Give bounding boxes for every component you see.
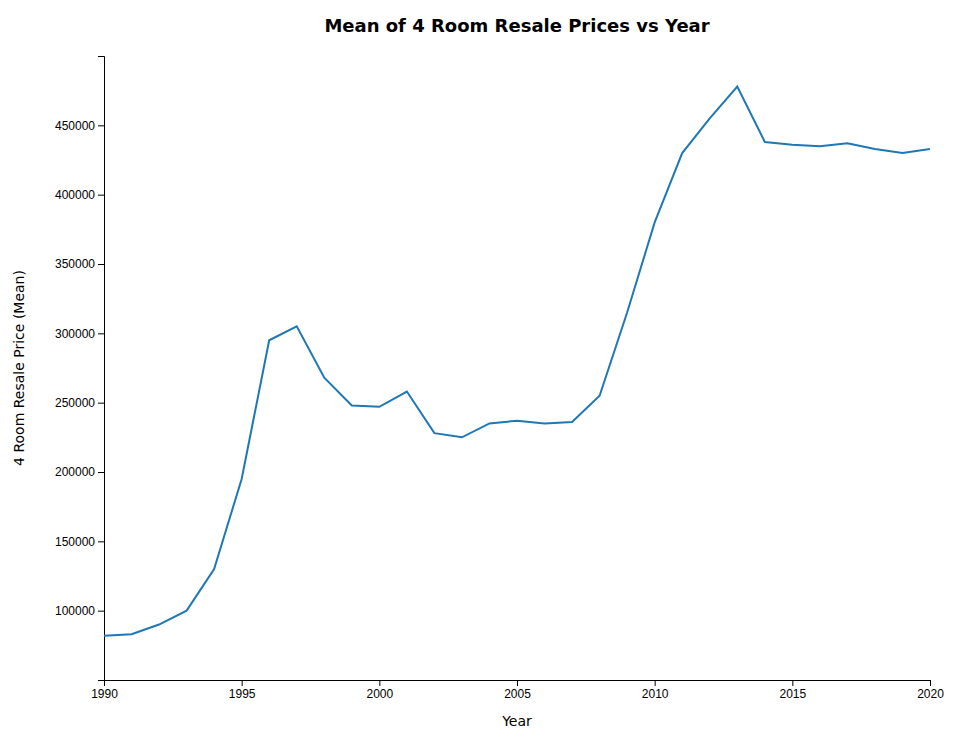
marks: [104, 87, 930, 636]
tick: 350000: [55, 257, 104, 271]
tick: 1995: [229, 680, 256, 701]
tick: 1990: [91, 680, 118, 701]
tick-mark: [242, 680, 243, 686]
axis-line: [105, 681, 931, 687]
tick-mark: [98, 611, 104, 612]
tick-label: 200000: [55, 465, 95, 479]
title: Mean of 4 Room Resale Prices vs Year: [324, 15, 709, 36]
tick-label: 350000: [55, 257, 95, 271]
tick-label: 450000: [55, 119, 95, 133]
tick: 150000: [55, 535, 104, 549]
tick-label: 400000: [55, 188, 95, 202]
x-axis-title: Year: [501, 713, 532, 729]
tick-mark: [98, 333, 104, 334]
tick-label: 2010: [642, 687, 669, 701]
tick-mark: [98, 541, 104, 542]
tick-mark: [98, 472, 104, 473]
tick-mark: [517, 680, 518, 686]
tick-label: 150000: [55, 535, 95, 549]
tick: 2000: [366, 680, 393, 701]
tick: 2015: [779, 680, 806, 701]
line: [104, 87, 930, 636]
tick-mark: [792, 680, 793, 686]
tick-label: 2005: [504, 687, 531, 701]
tick-label: 250000: [55, 396, 95, 410]
axis-line: [98, 57, 105, 681]
tick: 2010: [642, 680, 669, 701]
y-axis: 100000 150000 200000 250000 300000 350000 4000…: [55, 57, 105, 681]
tick: 200000: [55, 465, 104, 479]
tick-label: 2020: [917, 687, 944, 701]
tick-label: 100000: [55, 604, 95, 618]
chart: 1990 1995 2000 2005 2010 2015 2020 100000 150000…: [0, 0, 966, 744]
tick-mark: [98, 195, 104, 196]
tick-label: 300000: [55, 327, 95, 341]
tick: 250000: [55, 396, 104, 410]
tick: 2020: [917, 680, 944, 701]
tick: 400000: [55, 188, 104, 202]
tick-mark: [98, 264, 104, 265]
tick-mark: [98, 403, 104, 404]
tick: 100000: [55, 604, 104, 618]
plot: 1990 1995 2000 2005 2010 2015 2020 100000 150000…: [55, 57, 944, 701]
tick-mark: [930, 680, 931, 686]
tick-mark: [98, 125, 104, 126]
y-axis-title: 4 Room Resale Price (Mean): [11, 270, 27, 466]
tick-label: 2000: [366, 687, 393, 701]
tick: 450000: [55, 119, 104, 133]
tick: 300000: [55, 327, 104, 341]
tick-label: 1995: [229, 687, 256, 701]
x-axis: 1990 1995 2000 2005 2010 2015 2020: [91, 680, 944, 701]
tick: 2005: [504, 680, 531, 701]
tick-mark: [379, 680, 380, 686]
tick-label: 1990: [91, 687, 118, 701]
tick-mark: [655, 680, 656, 686]
tick-label: 2015: [779, 687, 806, 701]
